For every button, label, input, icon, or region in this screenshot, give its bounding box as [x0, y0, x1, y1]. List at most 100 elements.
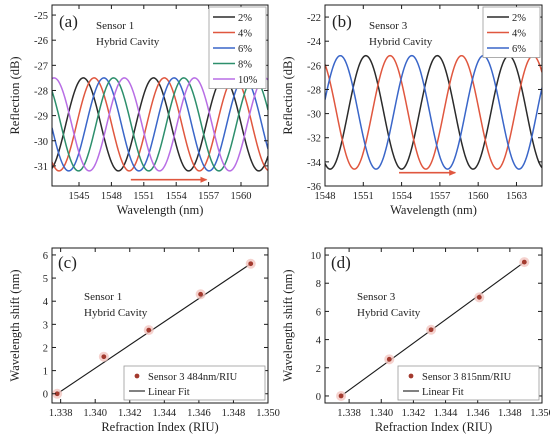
x-tick-label: 1.344	[153, 408, 177, 419]
panel-label: (a)	[59, 12, 78, 31]
plot-frame	[51, 247, 269, 404]
x-tick-label: 1557	[429, 191, 450, 202]
y-tick-label: -31	[34, 162, 48, 173]
y-tick-label: -32	[307, 134, 321, 145]
data-point-4	[476, 294, 482, 300]
annotation-line-1: Sensor 1	[84, 291, 122, 303]
legend-label-2: 4%	[512, 29, 526, 40]
x-tick-label: 1554	[391, 191, 413, 202]
y-tick-label: -22	[307, 13, 321, 24]
y-tick-label: 0	[316, 392, 321, 403]
plot-frame	[324, 4, 543, 187]
x-tick-label: 1560	[231, 191, 252, 202]
panel-label: (b)	[332, 12, 352, 31]
legend-label-5: 10%	[238, 75, 258, 86]
data-point-2	[386, 356, 392, 362]
y-tick-label: -26	[307, 61, 321, 72]
x-tick-label: 1.342	[118, 408, 142, 419]
panel-label: (d)	[331, 253, 351, 272]
x-tick-label: 1554	[166, 191, 188, 202]
x-tick-label: 1.340	[369, 408, 393, 419]
data-point-4	[198, 291, 204, 297]
y-tick-label: 8	[316, 279, 321, 290]
y-tick-label: 0	[43, 390, 48, 401]
y-tick-label: 1	[43, 367, 48, 378]
x-tick-label: 1.350	[530, 408, 550, 419]
panel-label: (c)	[58, 253, 77, 272]
y-tick-label: 6	[316, 307, 321, 318]
legend-marker	[134, 373, 140, 379]
series-line-2	[325, 54, 542, 170]
legend-marker	[408, 373, 414, 379]
y-tick-label: 5	[43, 274, 48, 285]
x-tick-label: 1.338	[49, 408, 73, 419]
x-tick-label: 1545	[69, 191, 90, 202]
data-point-3	[428, 327, 434, 333]
y-tick-label: 4	[43, 297, 49, 308]
series-line-3	[325, 54, 542, 170]
x-tick-label: 1557	[198, 191, 219, 202]
legend-label-4: 8%	[238, 60, 252, 71]
y-tick-label: -30	[34, 137, 48, 148]
legend-label-fit: Linear Fit	[148, 387, 190, 398]
y-tick-label: -27	[34, 61, 48, 72]
x-tick-label: 1.348	[498, 408, 522, 419]
x-axis-label: Wavelength (nm)	[390, 203, 477, 217]
legend-label-scatter: Sensor 3 484nm/RIU	[148, 372, 238, 383]
data-point-1	[54, 391, 60, 397]
annotation-line-1: Sensor 3	[357, 291, 396, 303]
x-tick-label: 1.340	[83, 408, 107, 419]
series-line-5	[52, 77, 268, 172]
annotation-line-2: Hybrid Cavity	[369, 36, 433, 48]
x-tick-label: 1551	[133, 191, 154, 202]
y-tick-label: 6	[43, 251, 48, 262]
series-line-4	[52, 77, 268, 172]
y-tick-label: 2	[316, 364, 321, 375]
y-tick-label: -36	[307, 182, 321, 193]
chart-panel-3: 1.338 1.340 1.342 1.344 1.346 1.348 1.350 0 1 2 3 4…	[8, 247, 280, 434]
legend-label-fit: Linear Fit	[422, 387, 464, 398]
data-point-3	[146, 327, 152, 333]
y-axis-label: Reflection (dB)	[8, 56, 22, 134]
y-tick-label: -28	[34, 86, 48, 97]
y-tick-label: -30	[307, 110, 321, 121]
y-axis-label: Reflection (dB)	[281, 56, 295, 134]
annotation-line-2: Hybrid Cavity	[96, 36, 160, 48]
chart-panel-4: 1.338 1.340 1.342 1.344 1.346 1.348 1.350 0 2 4 6 8…	[281, 247, 550, 434]
x-tick-label: 1563	[506, 191, 527, 202]
annotation-line-2: Hybrid Cavity	[84, 307, 148, 319]
data-point-5	[248, 261, 254, 267]
plot-frame	[324, 247, 543, 404]
x-axis-label: Refraction Index (RIU)	[375, 420, 492, 434]
legend-label-1: 2%	[512, 13, 526, 24]
y-tick-label: -25	[34, 11, 48, 22]
y-tick-label: 3	[43, 320, 48, 331]
x-tick-label: 1.348	[222, 408, 246, 419]
legend-label-1: 2%	[238, 13, 252, 24]
data-point-1	[338, 393, 344, 399]
annotation-line-2: Hybrid Cavity	[357, 307, 421, 319]
plot-frame	[51, 4, 269, 187]
x-tick-label: 1548	[315, 191, 336, 202]
linear-fit-line	[56, 263, 252, 395]
chart-panel-1: 1545 1548 1551 1554 1557 1560 -31 -30 -29 -28 -27 -…	[8, 4, 269, 217]
legend-label-2: 4%	[238, 29, 252, 40]
y-axis-label: Wavelength shift (nm)	[281, 269, 295, 381]
x-tick-label: 1548	[101, 191, 122, 202]
x-tick-label: 1560	[468, 191, 489, 202]
y-tick-label: -24	[307, 37, 322, 48]
series-line-3	[52, 77, 268, 172]
y-tick-label: -34	[307, 158, 322, 169]
series-line-1	[52, 77, 268, 172]
annotation-line-1: Sensor 3	[369, 20, 408, 32]
y-tick-label: -29	[34, 112, 48, 123]
x-tick-label: 1.346	[466, 408, 490, 419]
y-tick-label: -28	[307, 85, 321, 96]
y-tick-label: 4	[316, 336, 322, 347]
chart-panel-2: 1548 1551 1554 1557 1560 1563 -36 -34 -32 -30 -28 -…	[281, 4, 543, 217]
x-tick-label: 1.338	[337, 408, 361, 419]
x-axis-label: Wavelength (nm)	[117, 203, 204, 217]
legend-box	[123, 365, 266, 401]
x-tick-label: 1.342	[402, 408, 426, 419]
